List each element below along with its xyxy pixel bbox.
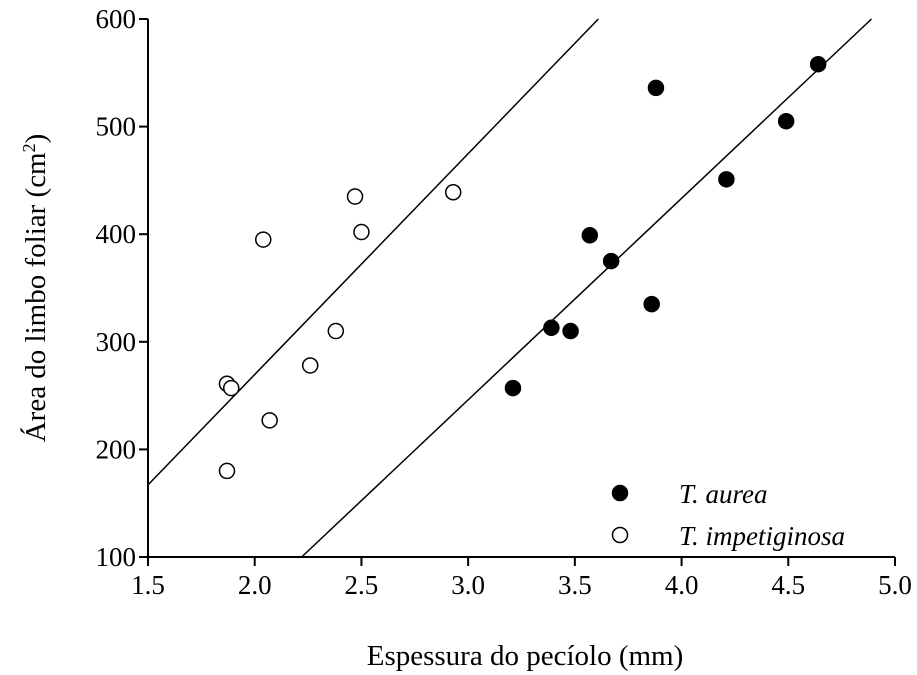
data-point-t-aurea <box>602 252 620 270</box>
data-point-t-impetiginosa <box>346 188 364 205</box>
y-tick-label: 600 <box>96 4 137 34</box>
y-tick-label: 100 <box>96 542 137 572</box>
y-axis-title-main: Área do limbo foliar (cm <box>19 152 52 442</box>
data-point-t-impetiginosa <box>255 231 272 248</box>
data-point-t-aurea <box>809 55 827 73</box>
data-point-t-aurea <box>562 322 579 340</box>
legend: T. aurea T. impetiginosa <box>611 479 845 551</box>
x-tick-label: 2.0 <box>238 570 272 600</box>
plot-area <box>147 18 895 558</box>
data-point-t-aurea <box>718 171 735 188</box>
regression-lines <box>147 18 873 558</box>
y-tick-label: 500 <box>96 112 137 142</box>
data-point-t-aurea <box>581 227 599 244</box>
data-point-t-aurea <box>543 319 560 337</box>
x-axis-ticks: 1.5 2.0 2.5 3.0 3.5 4.0 4.5 5.0 <box>131 557 912 600</box>
data-point-t-aurea <box>777 112 795 130</box>
data-point-t-aurea <box>643 295 660 313</box>
y-tick-label: 300 <box>96 327 137 357</box>
x-tick-label: 4.0 <box>665 570 699 600</box>
y-tick-label: 400 <box>96 219 137 249</box>
x-tick-label: 4.5 <box>771 570 805 600</box>
x-tick-label: 3.0 <box>451 570 485 600</box>
x-tick-label: 3.5 <box>558 570 592 600</box>
legend-marker-t-impetiginosa <box>611 526 629 544</box>
x-tick-label: 1.5 <box>131 570 165 600</box>
data-point-t-impetiginosa <box>218 462 236 480</box>
y-axis-title-end: ) <box>20 134 52 144</box>
data-point-t-aurea <box>647 79 665 97</box>
x-axis-title: Espessura do pecíolo (mm) <box>367 640 684 672</box>
legend-label-t-aurea: T. aurea <box>679 479 768 509</box>
data-point-t-impetiginosa <box>353 223 370 241</box>
data-point-t-impetiginosa <box>444 183 462 201</box>
y-tick-label: 200 <box>96 434 137 464</box>
x-tick-label: 2.5 <box>345 570 379 600</box>
x-tick-label: 5.0 <box>878 570 912 600</box>
data-point-t-impetiginosa <box>301 357 319 374</box>
data-points <box>218 55 827 480</box>
y-axis-title-superscript: 2 <box>19 143 39 152</box>
data-point-t-impetiginosa <box>261 412 278 429</box>
data-point-t-aurea <box>504 379 522 397</box>
data-point-t-impetiginosa <box>222 379 240 397</box>
legend-marker-t-aurea <box>611 484 629 502</box>
legend-label-t-impetiginosa: T. impetiginosa <box>679 521 845 551</box>
y-axis-title: Área do limbo foliar (cm2) <box>19 134 52 443</box>
regression-line-series-0 <box>301 18 873 558</box>
data-point-t-impetiginosa <box>327 322 345 340</box>
regression-line-series-1 <box>147 18 599 486</box>
y-axis-ticks: 100 200 300 400 500 600 <box>96 4 148 572</box>
